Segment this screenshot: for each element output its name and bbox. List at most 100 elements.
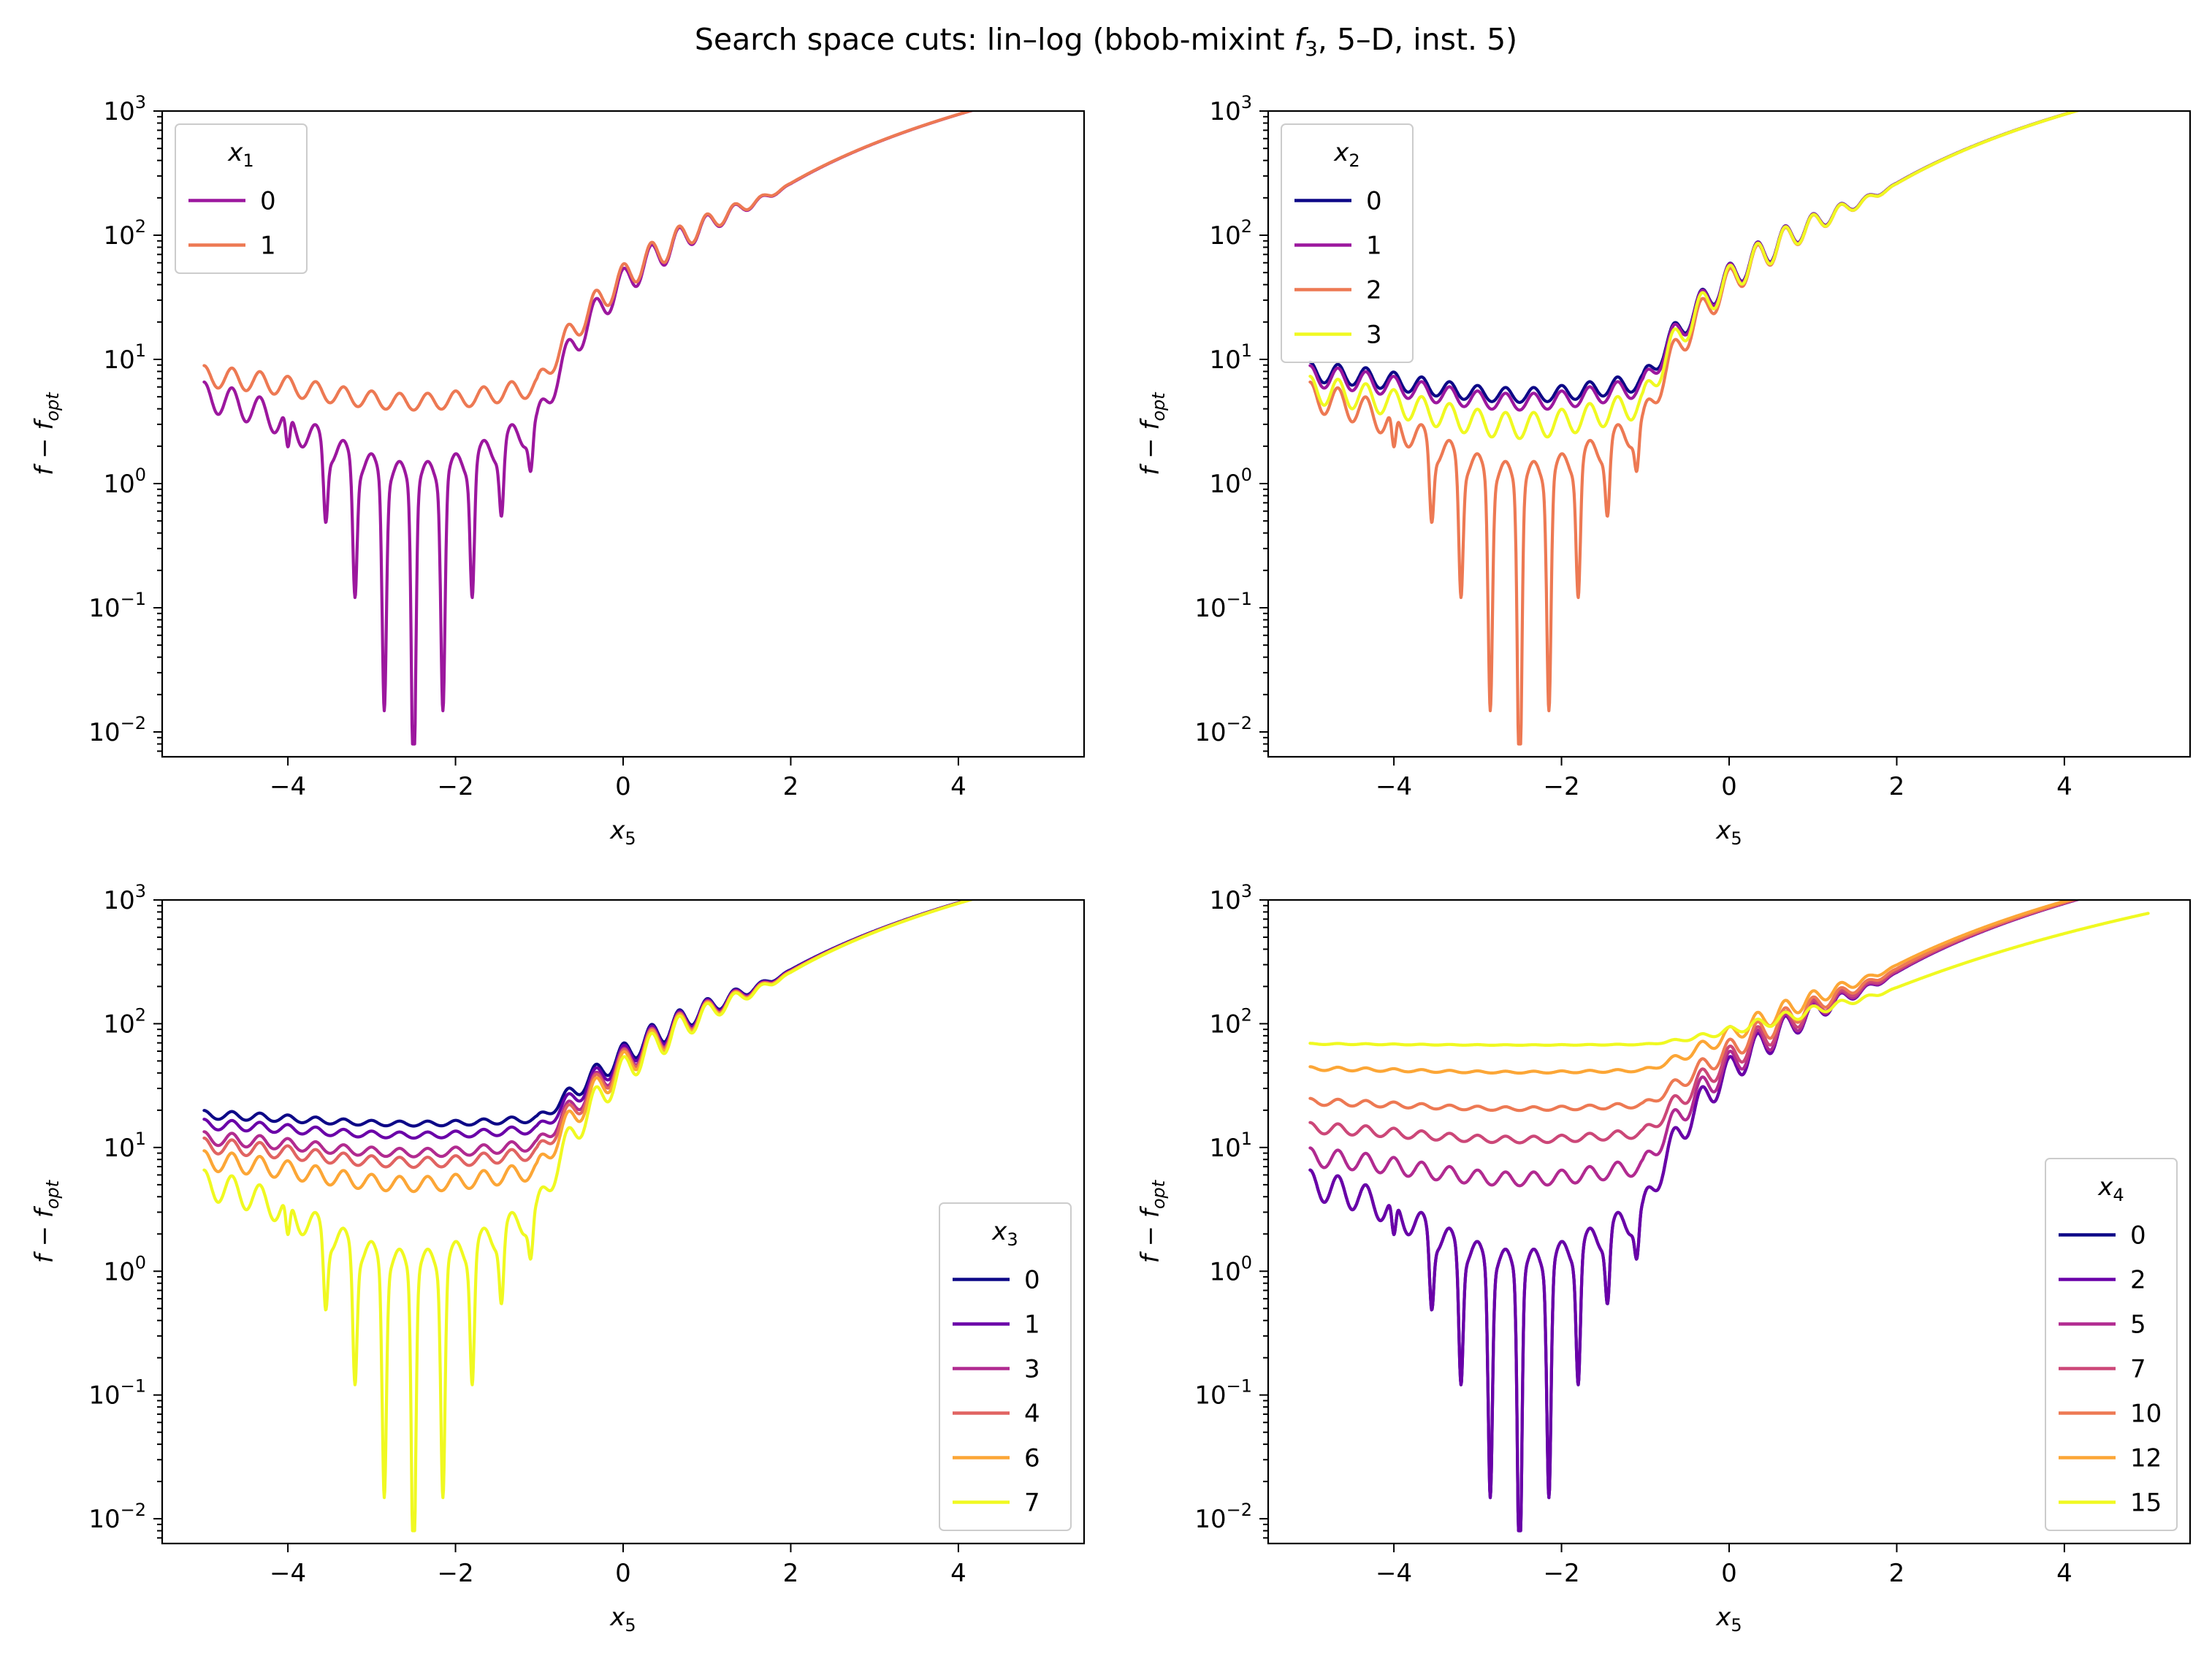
- y-tick-label: 103: [1209, 881, 1252, 915]
- y-tick-label: 10−2: [1194, 713, 1252, 747]
- x-tick-label: −2: [1543, 1559, 1579, 1588]
- legend-entry-label: 7: [1024, 1489, 1040, 1518]
- x-tick-label: 0: [615, 772, 631, 801]
- y-axis-label: f − fopt: [30, 392, 63, 476]
- x-axis-label: x5: [1715, 1603, 1742, 1636]
- y-axis-label: f − fopt: [1136, 392, 1169, 476]
- x-axis-label: x5: [609, 1603, 636, 1636]
- legend-box: [1281, 123, 1414, 363]
- x-tick-label: 4: [950, 772, 966, 801]
- legend: x10 1: [175, 123, 308, 274]
- series-line-3: [1308, 111, 2082, 440]
- x-tick-label: 0: [1721, 772, 1737, 801]
- x-tick-label: 2: [1889, 772, 1905, 801]
- legend-entry-label: 1: [1024, 1310, 1040, 1340]
- series-line-15: [1308, 912, 2150, 1048]
- legend-box: [939, 1202, 1072, 1531]
- y-tick-label: 10−1: [88, 589, 146, 623]
- x-tick-label: 4: [2056, 1559, 2072, 1588]
- series-line-7: [202, 900, 976, 1533]
- figure-title: Search space cuts: lin–log (bbob-mixint …: [695, 22, 1517, 61]
- legend-entry-label: 5: [2130, 1310, 2146, 1340]
- legend: x30 1 3 4 6 7: [939, 1202, 1072, 1531]
- legend-title: x3: [991, 1217, 1018, 1250]
- legend-entry-label: 15: [2130, 1489, 2162, 1518]
- y-tick-label: 103: [103, 92, 146, 126]
- legend-title: x1: [227, 138, 253, 171]
- series-line-2: [1308, 111, 2082, 746]
- y-tick-label: 100: [103, 1252, 146, 1286]
- x-tick-label: 4: [950, 1559, 966, 1588]
- series-line-7: [1308, 900, 2080, 1145]
- x-tick-label: 0: [615, 1559, 631, 1588]
- y-axis-label: f − fopt: [30, 1179, 63, 1263]
- legend-entry-label: 0: [1024, 1266, 1040, 1295]
- x-tick-label: −4: [1376, 1559, 1412, 1588]
- y-tick-label: 102: [1209, 1004, 1252, 1039]
- series-line-2: [1308, 900, 2082, 1533]
- x-tick-label: −4: [1376, 772, 1412, 801]
- y-tick-label: 10−2: [1194, 1500, 1252, 1534]
- figure-title-suffix: , 5–D, inst. 5): [1318, 22, 1517, 57]
- series-line-6: [202, 900, 975, 1194]
- plot-area: [202, 900, 976, 1533]
- legend: x20 1 2 3: [1281, 123, 1414, 363]
- legend-entry-label: 3: [1024, 1355, 1040, 1384]
- series-line-1: [202, 900, 974, 1140]
- x-tick-label: −4: [270, 772, 306, 801]
- y-tick-label: 10−2: [88, 1500, 146, 1534]
- legend-entry-label: 2: [1366, 276, 1382, 305]
- legend-entry-label: 4: [1024, 1400, 1040, 1429]
- series-line-0: [1308, 900, 2082, 1533]
- legend-entry-label: 3: [1366, 321, 1382, 350]
- y-tick-label: 102: [1209, 216, 1252, 251]
- y-tick-label: 103: [1209, 92, 1252, 126]
- x-tick-label: 2: [1889, 1559, 1905, 1588]
- y-tick-label: 100: [1209, 1252, 1252, 1286]
- x-tick-label: 2: [783, 1559, 799, 1588]
- legend-entry-label: 1: [260, 232, 276, 261]
- x-tick-label: 0: [1721, 1559, 1737, 1588]
- legend-title: x2: [1333, 138, 1359, 171]
- y-tick-label: 100: [1209, 465, 1252, 499]
- x-axis-label: x5: [609, 816, 636, 849]
- legend-entry-label: 6: [1024, 1444, 1040, 1473]
- series-line-3: [202, 900, 975, 1159]
- legend-entry-label: 12: [2130, 1444, 2162, 1473]
- plot-area: [1308, 111, 2082, 746]
- y-tick-label: 10−1: [1194, 589, 1252, 623]
- x-tick-label: −2: [1543, 772, 1579, 801]
- figure-title-f-sub: 3: [1305, 37, 1318, 61]
- x-axis-label: x5: [1715, 816, 1742, 849]
- x-tick-label: −4: [270, 1559, 306, 1588]
- y-tick-label: 10−2: [88, 713, 146, 747]
- legend-entry-label: 2: [2130, 1266, 2146, 1295]
- y-tick-label: 101: [1209, 340, 1252, 375]
- x-tick-label: −2: [437, 1559, 473, 1588]
- legend-entry-label: 0: [260, 187, 276, 216]
- y-tick-label: 102: [103, 1004, 146, 1039]
- legend-entry-label: 0: [1366, 187, 1382, 216]
- y-tick-label: 10−1: [88, 1376, 146, 1411]
- y-axis-label: f − fopt: [1136, 1179, 1169, 1263]
- legend-entry-label: 7: [2130, 1355, 2146, 1384]
- series-line-0: [1308, 111, 2081, 405]
- legend-box: [2045, 1158, 2178, 1531]
- y-tick-label: 103: [103, 881, 146, 915]
- y-tick-label: 101: [1209, 1129, 1252, 1163]
- x-tick-label: 2: [783, 772, 799, 801]
- series-line-0: [202, 111, 976, 746]
- series-line-1: [202, 111, 975, 412]
- series-line-1: [1308, 111, 2081, 412]
- y-tick-label: 10−1: [1194, 1376, 1252, 1411]
- x-tick-label: 4: [2056, 772, 2072, 801]
- legend-entry-label: 1: [1366, 232, 1382, 261]
- legend-entry-label: 0: [2130, 1221, 2146, 1251]
- legend: x40 2 5 7 10 12 15: [2045, 1158, 2178, 1531]
- y-tick-label: 101: [103, 1129, 146, 1163]
